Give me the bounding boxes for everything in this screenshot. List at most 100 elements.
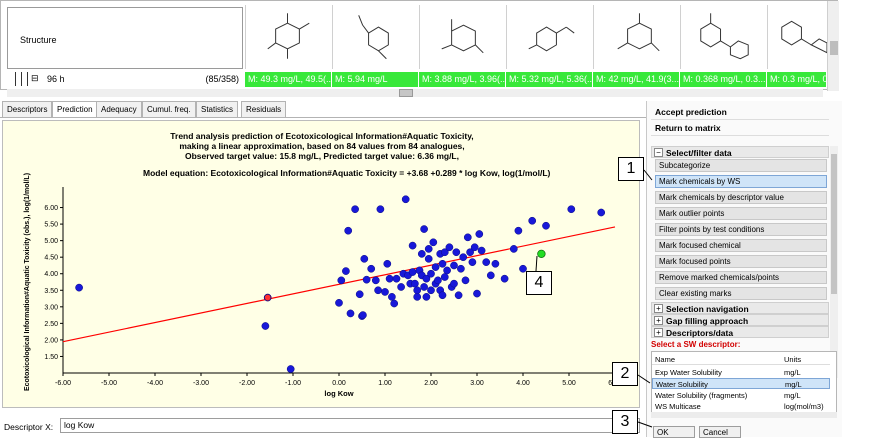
data-point bbox=[424, 254, 433, 263]
data-cell[interactable]: M: 49.3 mg/L, 49.5(... bbox=[245, 72, 332, 87]
molecule-structure[interactable] bbox=[332, 5, 418, 69]
data-point bbox=[429, 238, 438, 247]
return-to-matrix-button[interactable]: Return to matrix bbox=[651, 120, 829, 136]
callout-1: 1 bbox=[618, 157, 644, 181]
data-point bbox=[383, 259, 392, 268]
molecule-structure[interactable] bbox=[506, 5, 592, 69]
tab-descriptors[interactable]: Descriptors bbox=[2, 101, 53, 117]
data-point bbox=[420, 283, 428, 291]
menu-mark-focused-points[interactable]: Mark focused points bbox=[655, 255, 827, 268]
data-point bbox=[475, 230, 484, 238]
data-point bbox=[466, 248, 474, 257]
menu-mark-by-descriptor[interactable]: Mark chemicals by descriptor value bbox=[655, 191, 827, 204]
tab-cumul-freq[interactable]: Cumul. freq. bbox=[142, 101, 196, 117]
data-point bbox=[477, 246, 486, 255]
molecule-structure[interactable] bbox=[593, 5, 679, 69]
data-cell[interactable]: M: 5.32 mg/L, 5.36(... bbox=[506, 72, 593, 87]
sw-list-item-selected[interactable]: Water Solubility mg/L bbox=[652, 378, 830, 389]
data-point bbox=[519, 264, 527, 273]
scroll-thumb[interactable] bbox=[830, 41, 838, 55]
y-tick-label: 1.50 bbox=[44, 354, 58, 361]
x-tick-label: 3.00 bbox=[470, 380, 484, 387]
section-selection-navigation[interactable]: + Selection navigation bbox=[651, 302, 829, 314]
horizontal-scrollbar[interactable] bbox=[7, 89, 823, 97]
x-tick-label: -4.00 bbox=[147, 380, 163, 387]
data-point bbox=[424, 245, 433, 253]
sw-list-item[interactable]: Water Solubility (fragments) mg/L bbox=[652, 390, 830, 401]
molecule-structure[interactable] bbox=[767, 5, 828, 69]
menu-clear-marks[interactable]: Clear existing marks bbox=[655, 287, 827, 300]
data-cell[interactable]: M: 0.3 mg/L, 0.3... bbox=[767, 72, 827, 87]
menu-filter-test-conditions[interactable]: Filter points by test conditions bbox=[655, 223, 827, 236]
y-tick-label: 2.00 bbox=[44, 337, 58, 344]
tab-residuals[interactable]: Residuals bbox=[241, 101, 287, 117]
expand-icon[interactable]: + bbox=[654, 328, 663, 337]
menu-mark-focused-chemical[interactable]: Mark focused chemical bbox=[655, 239, 827, 252]
molecule-structure[interactable] bbox=[245, 5, 331, 69]
data-point bbox=[392, 274, 401, 283]
prediction-chart[interactable]: Trend analysis prediction of Ecotoxicolo… bbox=[2, 120, 640, 408]
data-cell[interactable]: M: 3.88 mg/L, 3.96(... bbox=[419, 72, 506, 87]
scroll-thumb[interactable] bbox=[399, 89, 413, 97]
descriptor-x-select[interactable]: log Kow bbox=[60, 418, 640, 433]
data-point bbox=[457, 264, 465, 273]
data-cell[interactable]: M: 5.94 mg/L bbox=[332, 72, 419, 87]
endpoint-count: (85/358) bbox=[205, 74, 239, 84]
sw-list-item[interactable]: Exp Water Solubility mg/L bbox=[652, 367, 830, 378]
molecule-structure[interactable] bbox=[680, 5, 766, 69]
expand-icon[interactable]: + bbox=[654, 304, 663, 313]
y-tick-label: 5.00 bbox=[44, 238, 58, 245]
tab-adequacy[interactable]: Adequacy bbox=[96, 101, 142, 117]
data-point bbox=[445, 243, 454, 252]
x-tick-label: -6.00 bbox=[55, 380, 71, 387]
scatter-plot[interactable]: -6.00 -5.00 -4.00 -3.00 -2.00 -1.00 0.00 1.00 2.… bbox=[3, 121, 641, 409]
data-point bbox=[360, 254, 369, 263]
data-cell[interactable]: M: 0.368 mg/L, 0.3... bbox=[680, 72, 767, 87]
column-units-header: Units bbox=[784, 355, 802, 364]
panel-scrollbar[interactable] bbox=[830, 146, 838, 378]
scroll-thumb[interactable] bbox=[831, 154, 837, 294]
section-title: Gap filling approach bbox=[666, 316, 749, 326]
x-tick-label: 1.00 bbox=[378, 380, 392, 387]
menu-remove-marked[interactable]: Remove marked chemicals/points bbox=[655, 271, 827, 284]
section-gap-filling[interactable]: + Gap filling approach bbox=[651, 314, 829, 326]
sw-item-units: log(mol/m3) bbox=[784, 402, 824, 411]
sw-item-name: Water Solubility (fragments) bbox=[655, 391, 748, 400]
data-point bbox=[514, 226, 523, 235]
data-point bbox=[454, 291, 463, 300]
horizontal-scrollbar[interactable] bbox=[651, 412, 837, 418]
molecule-structure[interactable] bbox=[419, 5, 505, 69]
data-point bbox=[397, 283, 405, 291]
menu-mark-chemicals-by-ws[interactable]: Mark chemicals by WS bbox=[655, 175, 827, 188]
x-tick-label: -2.00 bbox=[239, 380, 255, 387]
data-point bbox=[367, 264, 376, 273]
ok-button[interactable]: OK bbox=[653, 426, 695, 438]
structure-strip: Structure ⊟ 96 h (85/358) M: 49.3 mg/L, … bbox=[0, 0, 839, 97]
expand-icon[interactable]: + bbox=[654, 316, 663, 325]
y-axis-label: Ecotoxicological Information#Aquatic Tox… bbox=[24, 173, 31, 391]
data-point bbox=[528, 216, 537, 225]
collapse-icon[interactable]: − bbox=[654, 148, 663, 157]
vertical-scrollbar[interactable] bbox=[827, 1, 839, 91]
section-descriptors-data[interactable]: + Descriptors/data bbox=[651, 326, 829, 338]
tree-expand-icon[interactable]: ⊟ bbox=[31, 73, 39, 83]
data-point bbox=[408, 241, 417, 250]
endpoint-row-header[interactable]: ⊟ 96 h (85/358) bbox=[7, 71, 243, 87]
menu-subcategorize[interactable]: Subcategorize bbox=[655, 159, 827, 172]
sw-list-header: Name Units bbox=[652, 354, 830, 365]
section-title: Select/filter data bbox=[666, 148, 732, 158]
section-select-filter[interactable]: − Select/filter data bbox=[651, 146, 829, 158]
sw-item-name: WS Multicase bbox=[655, 402, 701, 411]
menu-mark-outliers[interactable]: Mark outlier points bbox=[655, 207, 827, 220]
sw-list-item[interactable]: WS Multicase log(mol/m3) bbox=[652, 401, 830, 412]
data-point bbox=[542, 221, 550, 230]
tab-prediction[interactable]: Prediction bbox=[52, 101, 98, 118]
accept-prediction-button[interactable]: Accept prediction bbox=[651, 104, 829, 120]
sw-item-name: Water Solubility bbox=[656, 380, 708, 389]
tab-statistics[interactable]: Statistics bbox=[196, 101, 239, 117]
data-point bbox=[597, 208, 606, 217]
sw-descriptor-list[interactable]: Name Units Exp Water Solubility mg/L Wat… bbox=[651, 351, 837, 413]
cancel-button[interactable]: Cancel bbox=[699, 426, 741, 438]
data-cell[interactable]: M: 42 mg/L, 41.9(3... bbox=[593, 72, 680, 87]
data-point bbox=[388, 293, 396, 301]
